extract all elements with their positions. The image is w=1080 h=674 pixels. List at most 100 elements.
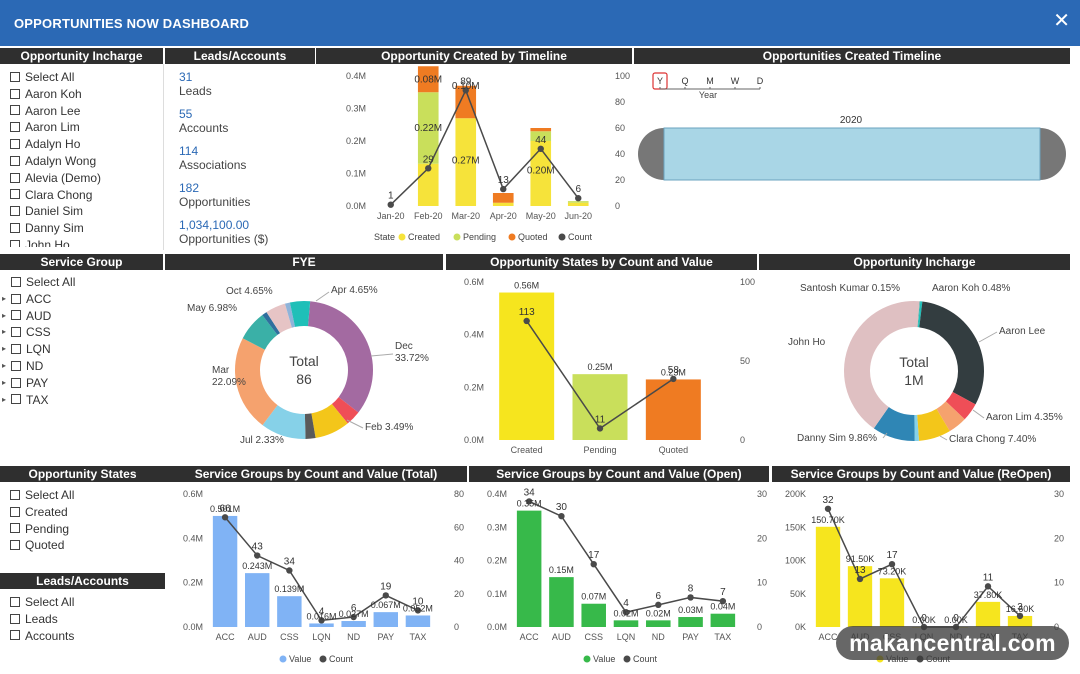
bar-created[interactable] bbox=[530, 141, 552, 206]
expand-icon[interactable]: ▸ bbox=[2, 394, 7, 404]
slice-oct[interactable] bbox=[266, 303, 292, 334]
bar-quoted[interactable] bbox=[530, 128, 552, 132]
count-point[interactable] bbox=[414, 607, 422, 614]
checkbox[interactable] bbox=[11, 377, 21, 388]
slice-nov[interactable] bbox=[262, 312, 281, 335]
count-point[interactable] bbox=[687, 594, 694, 601]
slicer-item[interactable]: ▸ LQN bbox=[2, 341, 161, 358]
count-point[interactable] bbox=[824, 505, 832, 512]
slicer-item[interactable]: ▸ CSS bbox=[2, 324, 161, 341]
slicer-item[interactable]: Accounts bbox=[10, 628, 160, 645]
count-point[interactable] bbox=[655, 601, 662, 609]
expand-icon[interactable]: ▸ bbox=[2, 327, 7, 337]
expand-icon[interactable]: ▸ bbox=[2, 360, 7, 370]
count-point[interactable] bbox=[286, 567, 293, 574]
bar[interactable] bbox=[516, 510, 542, 627]
slicer-item[interactable]: ▸ PAY bbox=[2, 375, 161, 392]
slice-aaron-lim[interactable] bbox=[936, 401, 965, 432]
checkbox[interactable] bbox=[10, 155, 20, 166]
checkbox[interactable] bbox=[10, 523, 20, 534]
bar[interactable] bbox=[309, 623, 334, 627]
bar[interactable] bbox=[212, 515, 238, 627]
bar-created[interactable] bbox=[492, 202, 514, 206]
timeline-selected-range[interactable] bbox=[663, 127, 1041, 181]
bar[interactable] bbox=[975, 601, 1001, 627]
bar[interactable] bbox=[405, 615, 431, 627]
bar-created[interactable] bbox=[455, 118, 477, 206]
checkbox[interactable] bbox=[10, 630, 20, 641]
checkbox[interactable] bbox=[10, 139, 20, 150]
slice-santosh-kumar[interactable] bbox=[917, 301, 921, 328]
count-point[interactable] bbox=[558, 512, 565, 520]
bar[interactable] bbox=[245, 573, 270, 627]
slicer-item[interactable]: Quoted bbox=[10, 537, 160, 554]
slicer-item[interactable]: Aaron Lee bbox=[10, 103, 160, 120]
slice-sep[interactable] bbox=[284, 302, 296, 328]
checkbox[interactable] bbox=[11, 310, 21, 321]
slicer-item[interactable]: Select All bbox=[10, 487, 160, 504]
checkbox[interactable] bbox=[11, 394, 21, 405]
count-point[interactable] bbox=[575, 195, 582, 202]
count-point[interactable] bbox=[387, 201, 394, 208]
bar-created[interactable] bbox=[567, 202, 589, 206]
checkbox[interactable] bbox=[11, 360, 21, 371]
count-point[interactable] bbox=[888, 560, 896, 568]
checkbox[interactable] bbox=[11, 344, 21, 355]
checkbox[interactable] bbox=[10, 172, 20, 183]
count-point[interactable] bbox=[350, 613, 357, 621]
bar[interactable] bbox=[277, 596, 302, 627]
slicer-item[interactable]: ▸ ND bbox=[2, 358, 161, 375]
slicer-item[interactable]: Danny Sim bbox=[10, 220, 160, 237]
slice-danny-sim[interactable] bbox=[873, 407, 915, 441]
checkbox[interactable] bbox=[10, 122, 20, 133]
checkbox[interactable] bbox=[10, 596, 20, 607]
count-point[interactable] bbox=[537, 145, 544, 152]
bar-quoted[interactable] bbox=[417, 66, 439, 93]
count-point[interactable] bbox=[523, 317, 530, 325]
slice-dec[interactable] bbox=[307, 301, 373, 413]
slicer-item[interactable]: ▸ TAX bbox=[2, 392, 161, 409]
granularity-y[interactable]: Y bbox=[657, 76, 663, 86]
bar[interactable] bbox=[815, 526, 841, 627]
count-point[interactable] bbox=[622, 609, 630, 616]
slice-clara-chong[interactable] bbox=[917, 408, 950, 441]
count-point[interactable] bbox=[500, 185, 507, 193]
close-icon[interactable]: ✕ bbox=[1053, 10, 1070, 32]
count-point[interactable] bbox=[425, 165, 432, 172]
slicer-item[interactable]: Select All bbox=[10, 594, 160, 611]
bar[interactable] bbox=[1007, 615, 1033, 627]
bar-quoted[interactable] bbox=[455, 85, 477, 119]
slicer-item[interactable]: Aaron Koh bbox=[10, 86, 160, 103]
timeline-slicer[interactable]: Y Q M W D Year 2020 bbox=[634, 64, 1070, 250]
checkbox[interactable] bbox=[10, 71, 20, 82]
checkbox[interactable] bbox=[10, 223, 20, 233]
checkbox[interactable] bbox=[10, 506, 20, 517]
expand-icon[interactable]: ▸ bbox=[2, 377, 7, 387]
slicer-item[interactable]: ▸ AUD bbox=[2, 308, 161, 325]
granularity-q[interactable]: Q bbox=[681, 76, 688, 86]
slicer-item[interactable]: Clara Chong bbox=[10, 187, 160, 204]
bar[interactable] bbox=[879, 578, 905, 627]
bar[interactable] bbox=[373, 612, 398, 627]
slicer-item[interactable]: Adalyn Wong bbox=[10, 153, 160, 170]
checkbox[interactable] bbox=[10, 489, 20, 500]
count-point[interactable] bbox=[1016, 612, 1024, 620]
bar-pending[interactable] bbox=[417, 92, 439, 164]
slice-john-ho[interactable] bbox=[844, 301, 920, 429]
slicer-item[interactable]: Aaron Lim bbox=[10, 119, 160, 136]
count-point[interactable] bbox=[856, 575, 864, 583]
slice-may[interactable] bbox=[242, 315, 278, 350]
bar[interactable] bbox=[549, 577, 574, 627]
granularity-w[interactable]: W bbox=[731, 76, 740, 86]
slicer-item[interactable]: ▸ ACC bbox=[2, 291, 161, 308]
count-point[interactable] bbox=[590, 560, 597, 568]
slicer-item[interactable]: Pending bbox=[10, 521, 160, 538]
bar[interactable] bbox=[499, 292, 555, 440]
checkbox[interactable] bbox=[11, 276, 21, 287]
slice-mar[interactable] bbox=[235, 338, 278, 426]
slice-aaron-koh[interactable] bbox=[917, 301, 923, 328]
slicer-item[interactable]: Leads bbox=[10, 611, 160, 628]
count-point[interactable] bbox=[596, 425, 604, 432]
slice-feb[interactable] bbox=[331, 397, 359, 424]
count-point[interactable] bbox=[670, 375, 677, 383]
